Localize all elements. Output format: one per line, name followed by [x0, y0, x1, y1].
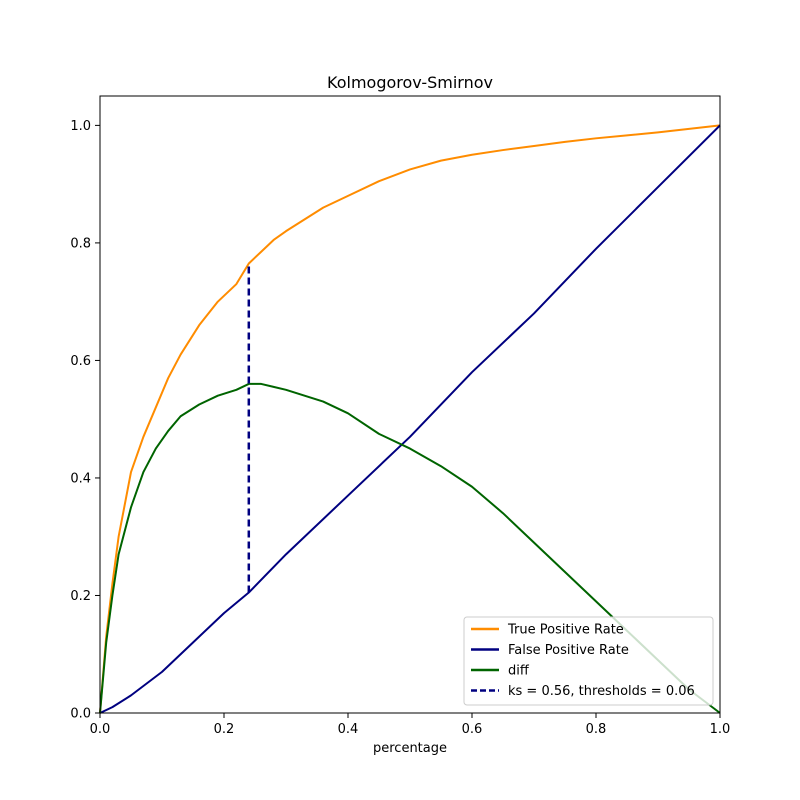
- plot-lines: [99, 124, 721, 714]
- x-tick-label: 0.4: [338, 722, 359, 737]
- x-axis-ticks: 0.0 0.2 0.4 0.6 0.8 1.0: [90, 713, 731, 737]
- x-axis-label: percentage: [373, 741, 447, 756]
- y-tick-label: 0.8: [70, 236, 91, 251]
- legend: True Positive Rate False Positive Rate dif…: [463, 616, 714, 706]
- x-tick-label: 0.0: [90, 722, 111, 737]
- y-tick-label: 0.2: [70, 589, 91, 604]
- plot-frame: [99, 95, 721, 714]
- chart-title: Kolmogorov-Smirnov: [327, 73, 493, 92]
- legend-label: diff: [508, 664, 530, 679]
- y-tick-label: 0.0: [70, 707, 91, 722]
- y-tick-label: 0.6: [70, 354, 91, 369]
- x-tick-label: 0.8: [586, 722, 607, 737]
- x-tick-label: 0.6: [462, 722, 483, 737]
- y-axis-ticks: 0.0 0.2 0.4 0.6 0.8 1.0: [70, 119, 100, 722]
- x-tick-label: 0.2: [214, 722, 235, 737]
- legend-label: False Positive Rate: [508, 643, 629, 658]
- series-line-2: [99, 382, 721, 714]
- x-tick-label: 1.0: [710, 722, 731, 737]
- legend-box: [463, 616, 714, 706]
- legend-label: ks = 0.56, thresholds = 0.06: [508, 684, 695, 699]
- legend-label: True Positive Rate: [507, 623, 624, 638]
- y-tick-label: 1.0: [70, 119, 91, 134]
- series-line-0: [99, 124, 721, 714]
- y-tick-label: 0.4: [70, 471, 91, 486]
- series-line-1: [99, 124, 721, 714]
